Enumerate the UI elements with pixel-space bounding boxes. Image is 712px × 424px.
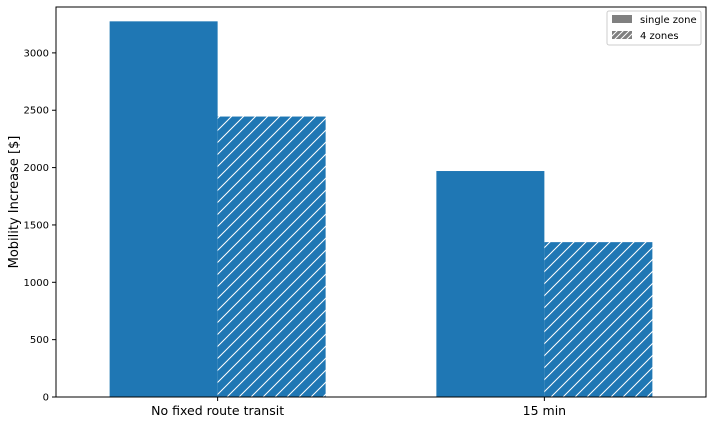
legend-swatch-single-zone: [612, 15, 632, 23]
bars-group: [109, 21, 653, 398]
y-tick-label: 500: [30, 335, 49, 346]
bar-single-zone-15-min: [436, 171, 545, 397]
x-axis: No fixed route transit 15 min: [151, 397, 566, 418]
y-tick-label: 0: [43, 393, 49, 404]
bar-4-zones-no-fixed-route-transit: [217, 116, 326, 397]
bar-single-zone-no-fixed-route-transit: [109, 21, 218, 398]
plot-frame: [55, 6, 707, 398]
x-tick-label-no-fixed-route-transit: No fixed route transit: [151, 403, 284, 418]
y-axis-title: Mobility Increase [$]: [7, 136, 22, 269]
x-tick-label-15-min: 15 min: [523, 403, 566, 418]
y-tick-label: 2500: [24, 106, 49, 117]
y-axis: 0 500 1000 1500 2000 2500 3000: [24, 48, 56, 404]
legend: single zone 4 zones: [606, 10, 702, 46]
y-tick-label: 1500: [24, 220, 49, 231]
legend-label-single-zone: single zone: [640, 15, 697, 26]
legend-label-4-zones: 4 zones: [640, 31, 679, 42]
y-tick-label: 2000: [24, 163, 49, 174]
bar-4-zones-15-min: [544, 242, 653, 397]
legend-swatch-4-zones: [612, 31, 632, 39]
y-tick-label: 1000: [24, 278, 49, 289]
y-tick-label: 3000: [24, 48, 49, 59]
